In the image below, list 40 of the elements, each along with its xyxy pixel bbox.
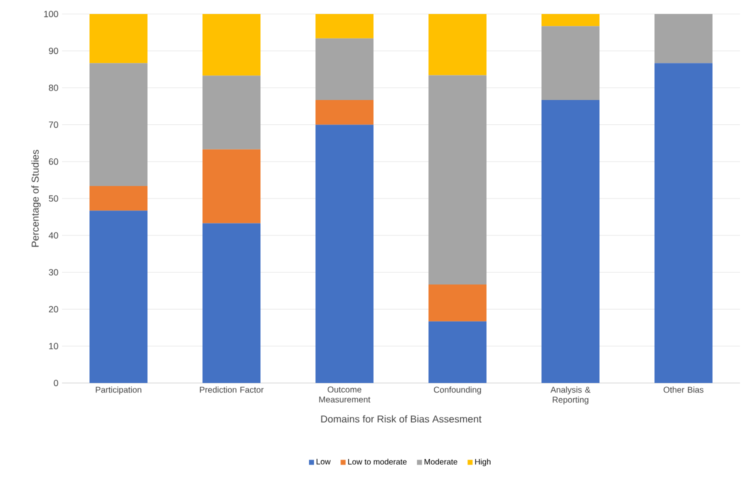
y-tick-label: 70 <box>48 122 58 128</box>
y-tick-label: 80 <box>48 84 58 91</box>
x-tick-label: Other Bias <box>664 386 704 393</box>
bar <box>90 63 148 186</box>
y-tick-label: 100 <box>44 10 58 18</box>
x-tick-label: Participation <box>96 386 142 394</box>
x-axis-title: Domains for Risk of Bias Assesment <box>321 415 482 423</box>
x-tick-label: Analysis & Reporting <box>550 386 590 404</box>
y-tick-label: 10 <box>49 342 58 350</box>
bar <box>202 223 260 383</box>
bar <box>316 124 374 383</box>
x-tick-label: Prediction Factor <box>200 386 264 393</box>
y-tick-label: 40 <box>48 232 58 239</box>
y-tick-label: 0 <box>54 380 58 386</box>
bar <box>90 14 148 64</box>
bar <box>542 26 600 100</box>
bar <box>428 321 487 383</box>
y-tick-label: 90 <box>48 48 58 54</box>
y-axis-title: Percentage of Studies <box>31 150 41 247</box>
bar <box>542 100 600 383</box>
bar <box>654 63 713 383</box>
bar <box>202 149 260 224</box>
bar <box>428 75 487 284</box>
bar <box>654 14 713 64</box>
x-tick-label: Outcome Measurement <box>319 386 370 402</box>
bar <box>202 14 260 76</box>
x-tick-label: Confounding <box>434 386 481 394</box>
y-tick-label: 60 <box>48 158 58 165</box>
bar <box>316 100 374 125</box>
bar <box>202 76 260 150</box>
bar <box>90 186 148 211</box>
bar <box>542 14 600 26</box>
bar <box>428 284 487 322</box>
y-tick-label: 30 <box>48 269 58 276</box>
y-tick-label: 50 <box>48 195 58 202</box>
bar <box>428 14 487 76</box>
bar <box>316 38 374 100</box>
bar <box>90 210 148 383</box>
bar <box>316 14 374 38</box>
y-tick-label: 20 <box>48 306 58 312</box>
